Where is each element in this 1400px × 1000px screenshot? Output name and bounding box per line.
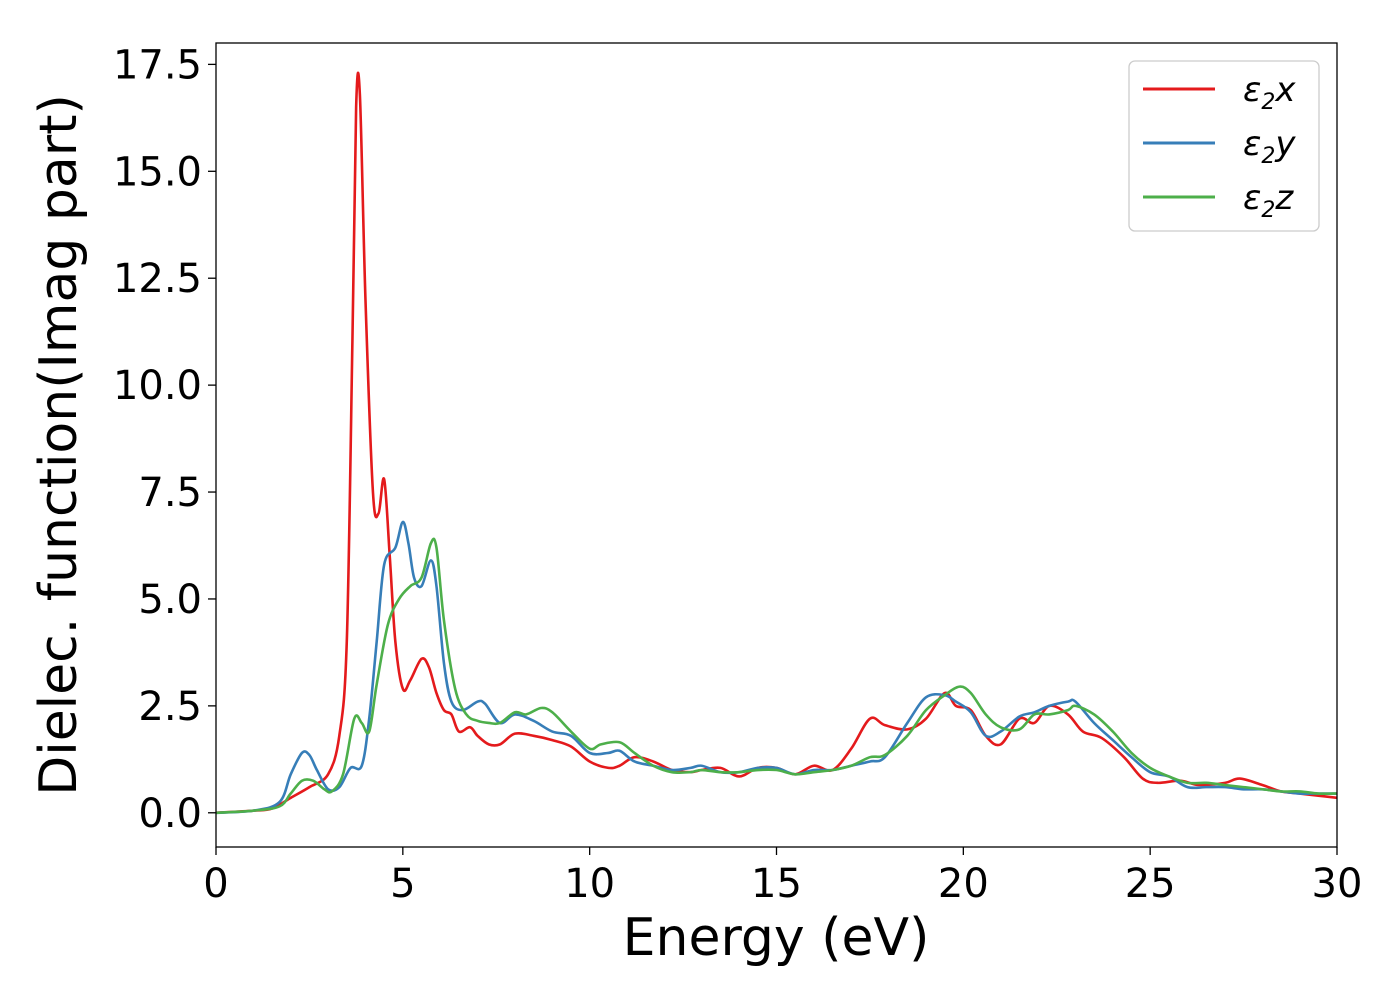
y-axis-title: Dielec. function(Imag part) — [29, 94, 89, 796]
legend: ε2x ε2y ε2z — [1128, 60, 1320, 232]
y-tick-label: 7.5 — [138, 470, 202, 516]
y-tick-label: 12.5 — [113, 256, 202, 302]
y-tick-label: 15.0 — [113, 149, 202, 195]
x-tick-label: 0 — [203, 861, 228, 907]
y-tick-label: 2.5 — [138, 684, 202, 730]
series-line-z — [216, 537, 1337, 815]
y-axis: 0.0 2.5 5.0 7.5 10.0 12.5 15.0 17.5 — [113, 42, 216, 837]
legend-label-z: ε2z — [1243, 178, 1294, 223]
plot-area — [215, 42, 1338, 848]
series-line-y — [216, 520, 1337, 815]
y-tick-label: 0.0 — [138, 791, 202, 837]
x-tick-label: 30 — [1312, 861, 1363, 907]
y-tick-label: 5.0 — [138, 577, 202, 623]
x-tick-label: 15 — [751, 861, 802, 907]
legend-label-x: ε2x — [1243, 70, 1296, 115]
x-tick-label: 25 — [1125, 861, 1176, 907]
x-axis-title: Energy (eV) — [623, 908, 930, 968]
x-tick-label: 10 — [564, 861, 615, 907]
y-tick-label: 10.0 — [113, 363, 202, 409]
series-layer — [216, 71, 1337, 815]
legend-label-y: ε2y — [1243, 124, 1296, 169]
legend-box — [1128, 60, 1320, 232]
x-axis: 0 5 10 15 20 25 30 — [203, 847, 1362, 907]
y-tick-label: 17.5 — [113, 42, 202, 88]
x-tick-label: 5 — [390, 861, 415, 907]
x-tick-label: 20 — [938, 861, 989, 907]
